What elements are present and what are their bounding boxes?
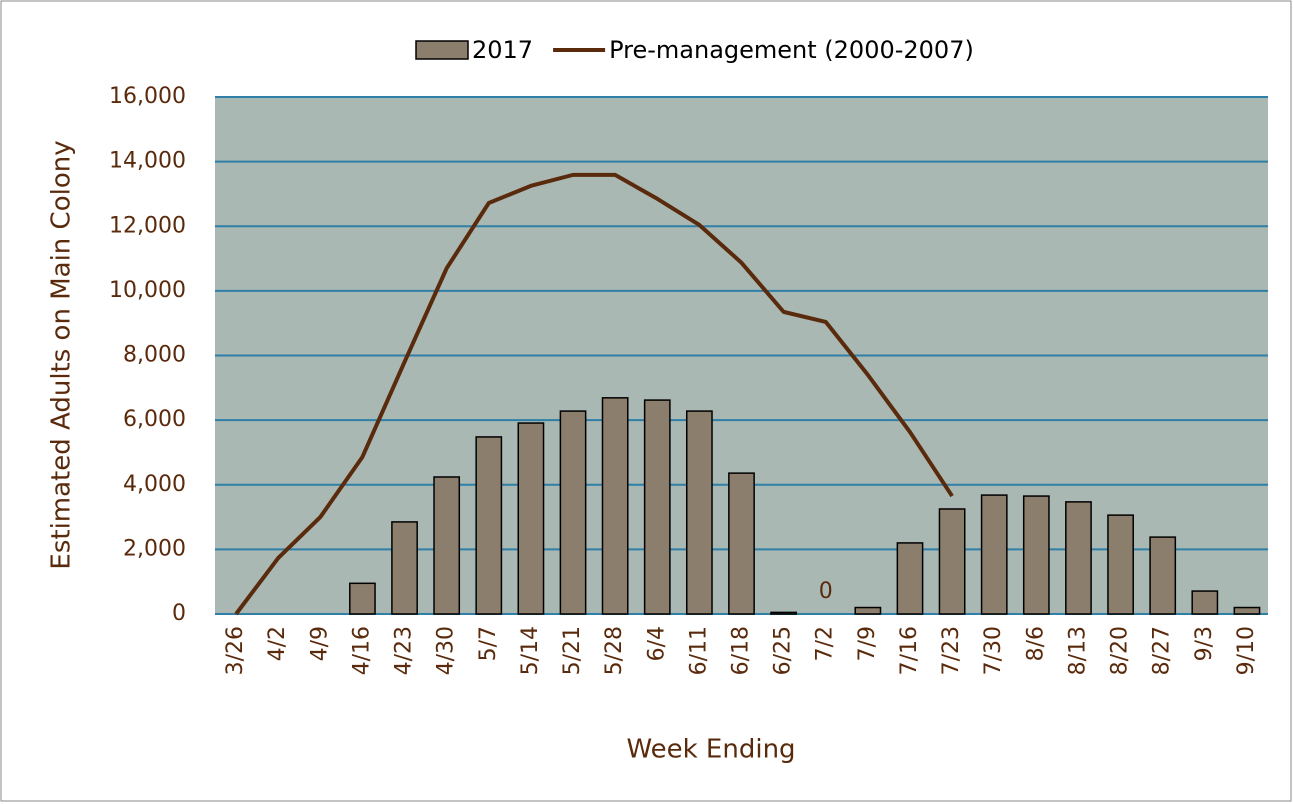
bar <box>728 472 755 615</box>
x-axis-title: Week Ending <box>626 735 795 765</box>
x-tick-label: 8/13 <box>1065 626 1090 675</box>
bar <box>349 582 376 615</box>
x-tick-label: 6/4 <box>644 626 669 661</box>
line <box>234 172 954 616</box>
y-axis-title: Estimated Adults on Main Colony <box>47 140 77 569</box>
bar <box>1107 514 1134 615</box>
x-tick-label: 8/20 <box>1108 626 1133 675</box>
x-tick-label: 7/30 <box>981 626 1006 675</box>
x-tick-label: 4/9 <box>307 626 332 661</box>
x-tick-label: 5/7 <box>476 626 501 661</box>
x-tick-label: 5/28 <box>602 626 627 675</box>
x-tick-label: 4/2 <box>265 626 290 661</box>
x-tick-label: 8/27 <box>1150 626 1175 675</box>
x-tick-label: 8/6 <box>1023 626 1048 661</box>
x-tick-label: 9/3 <box>1192 626 1217 661</box>
data-label: 0 <box>819 579 833 604</box>
x-tick-label: 6/11 <box>686 626 711 675</box>
y-tick-label: 12,000 <box>109 213 186 238</box>
y-tick-label: 8,000 <box>123 343 186 368</box>
x-tick-label: 9/10 <box>1234 626 1259 675</box>
x-tick-label: 5/14 <box>518 626 543 675</box>
legend-label: Pre-management (2000-2007) <box>609 36 974 64</box>
legend-label: 2017 <box>472 36 533 64</box>
bar <box>685 410 713 615</box>
x-tick-label: 6/18 <box>729 626 754 675</box>
y-tick-label: 6,000 <box>123 407 186 432</box>
bar <box>980 494 1008 615</box>
x-tick-label: 7/2 <box>813 626 838 661</box>
y-tick-label: 4,000 <box>123 472 186 497</box>
bar <box>1022 495 1050 615</box>
bar <box>938 508 966 615</box>
bar <box>559 410 587 615</box>
bar <box>896 542 924 615</box>
bar <box>1065 501 1092 615</box>
bar <box>643 399 671 615</box>
bar <box>433 476 461 615</box>
bar <box>517 422 545 615</box>
bar <box>854 606 882 615</box>
bar <box>1191 590 1219 615</box>
y-tick-label: 10,000 <box>109 278 186 303</box>
x-tick-label: 5/21 <box>560 626 585 675</box>
y-tick-label: 14,000 <box>109 149 186 174</box>
bar <box>770 611 798 615</box>
bar <box>1149 536 1177 615</box>
bar <box>601 397 629 615</box>
bar <box>391 521 418 615</box>
legend-swatch <box>415 40 469 60</box>
y-tick-label: 0 <box>172 601 186 626</box>
x-tick-label: 4/16 <box>349 626 374 675</box>
bar <box>475 436 503 615</box>
x-tick-label: 7/9 <box>855 626 880 661</box>
x-tick-label: 4/23 <box>392 626 417 675</box>
x-tick-label: 4/30 <box>434 626 459 675</box>
x-tick-label: 6/25 <box>771 626 796 675</box>
x-tick-label: 7/16 <box>897 626 922 675</box>
y-tick-label: 16,000 <box>109 84 186 109</box>
bar <box>1233 606 1261 615</box>
x-tick-label: 7/23 <box>939 626 964 675</box>
y-tick-label: 2,000 <box>123 536 186 561</box>
x-tick-label: 3/26 <box>223 626 248 675</box>
